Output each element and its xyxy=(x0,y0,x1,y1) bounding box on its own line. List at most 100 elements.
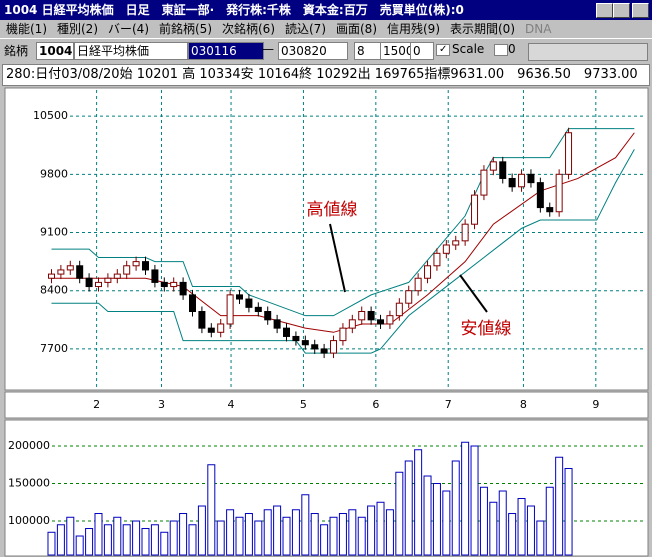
candle-body xyxy=(189,294,197,313)
candle-body xyxy=(367,311,375,321)
candle-body xyxy=(226,294,234,325)
volume-bar xyxy=(301,494,310,556)
arrow xyxy=(329,223,346,293)
volume-bar xyxy=(357,516,366,556)
offset-field[interactable]: 0 xyxy=(410,42,434,60)
volume-bar xyxy=(197,505,206,556)
candle-body xyxy=(480,169,488,196)
menu-item[interactable]: 信用残(9) xyxy=(387,22,440,36)
candle-body xyxy=(113,273,121,279)
candle-body xyxy=(264,311,272,321)
candle-body xyxy=(442,244,450,254)
count-field[interactable]: 1500 xyxy=(380,42,414,60)
volume-bar xyxy=(150,524,159,556)
candle-body xyxy=(254,306,262,313)
menu-item[interactable]: バー(4) xyxy=(108,22,149,36)
candle-body xyxy=(66,265,74,271)
y-tick-label: 9100 xyxy=(40,226,68,239)
candle-body xyxy=(217,323,225,333)
volume-bar xyxy=(526,505,535,556)
span-field[interactable]: 8 xyxy=(354,42,382,60)
menu-item[interactable]: 前銘柄(5) xyxy=(159,22,212,36)
menu-item[interactable]: 画面(8) xyxy=(336,22,377,36)
scale-label: Scale xyxy=(452,42,485,56)
candle-body xyxy=(461,223,469,242)
volume-bar xyxy=(179,513,188,556)
volume-bar xyxy=(367,505,376,556)
volume-bar xyxy=(291,509,300,556)
menu-item[interactable]: 種別(2) xyxy=(57,22,98,36)
menu-bar: 機能(1) 種別(2) バー(4) 前銘柄(5) 次銘柄(6) 読込(7) 画面(8) 信用残… xyxy=(0,20,652,38)
check[interactable] xyxy=(494,44,508,56)
candle-body xyxy=(536,182,544,209)
volume-bar xyxy=(188,524,197,556)
name-field[interactable]: 日経平均株価 xyxy=(74,42,188,60)
menu-item[interactable]: DNA xyxy=(525,22,552,36)
x-tick-label: 8 xyxy=(520,398,527,411)
volume-bar xyxy=(169,520,178,556)
volume-bar xyxy=(555,456,564,556)
y-tick-label: 10500 xyxy=(33,109,68,122)
annotation: 安値線 xyxy=(461,319,512,339)
candle-body xyxy=(283,327,291,337)
scale-check[interactable]: ✓ xyxy=(436,44,450,56)
volume-bar xyxy=(263,509,272,556)
menu-item[interactable]: 表示期間(0) xyxy=(450,22,515,36)
volume-bar xyxy=(517,498,526,556)
menu-item[interactable]: 次銘柄(6) xyxy=(222,22,275,36)
volume-bar xyxy=(207,464,216,556)
menu-item[interactable]: 読込(7) xyxy=(285,22,326,36)
slider[interactable] xyxy=(528,43,648,61)
volume-bar xyxy=(282,516,291,556)
volume-bar xyxy=(122,524,131,556)
volume-bar xyxy=(479,486,488,556)
to-field[interactable]: 030820 xyxy=(278,42,348,60)
month-strip xyxy=(4,391,649,419)
candle-body xyxy=(179,281,187,296)
maximize[interactable] xyxy=(613,3,630,18)
volume-bar xyxy=(498,490,507,556)
volume-bar xyxy=(442,490,451,556)
y-tick-label: 7700 xyxy=(40,342,68,355)
volume-bar xyxy=(47,531,56,556)
candle-body xyxy=(377,319,385,325)
volume-bar xyxy=(103,524,112,556)
candle-body xyxy=(320,348,328,354)
volume-bar xyxy=(385,509,394,556)
close[interactable] xyxy=(632,3,649,18)
volume-bar xyxy=(216,520,225,556)
candle-body xyxy=(236,294,244,300)
volume-bar xyxy=(404,460,413,556)
volume-bar xyxy=(94,513,103,556)
candle-body xyxy=(85,277,93,288)
x-tick-label: 7 xyxy=(445,398,452,411)
chart: 7700 8400 9100 9800 10500 2 3 4 5 6 7 8 9 100000 15000… xyxy=(4,87,649,557)
menu-item[interactable]: 機能(1) xyxy=(6,22,47,36)
y-tick-label: 100000 xyxy=(8,514,50,527)
volume-bar xyxy=(564,468,573,556)
info-text: 280:日付03/08/20始 10201 高 10334安 10164終 10… xyxy=(6,67,638,82)
volume-bar xyxy=(56,524,65,556)
volume-bar xyxy=(536,520,545,556)
volume-bar xyxy=(75,535,84,556)
candle-body xyxy=(123,265,131,275)
candle-body xyxy=(433,252,441,267)
code-field[interactable]: 1004 xyxy=(36,42,74,60)
volume-bar xyxy=(141,528,150,556)
candle-body xyxy=(198,311,206,329)
candle-body xyxy=(555,173,563,213)
y-tick-label: 8400 xyxy=(40,284,68,297)
candle-body xyxy=(104,277,112,283)
minimize[interactable] xyxy=(596,3,613,18)
candle-body xyxy=(414,277,422,292)
annotation: 高値線 xyxy=(307,200,358,220)
volume-bar xyxy=(113,516,122,556)
candle-body xyxy=(499,161,507,179)
y-tick-label: 150000 xyxy=(8,477,50,490)
volume-bar xyxy=(329,516,338,556)
dash: — xyxy=(262,42,274,56)
from-field[interactable]: 030116 xyxy=(188,42,264,60)
volume-bar xyxy=(376,501,385,556)
candle-body xyxy=(57,269,65,275)
